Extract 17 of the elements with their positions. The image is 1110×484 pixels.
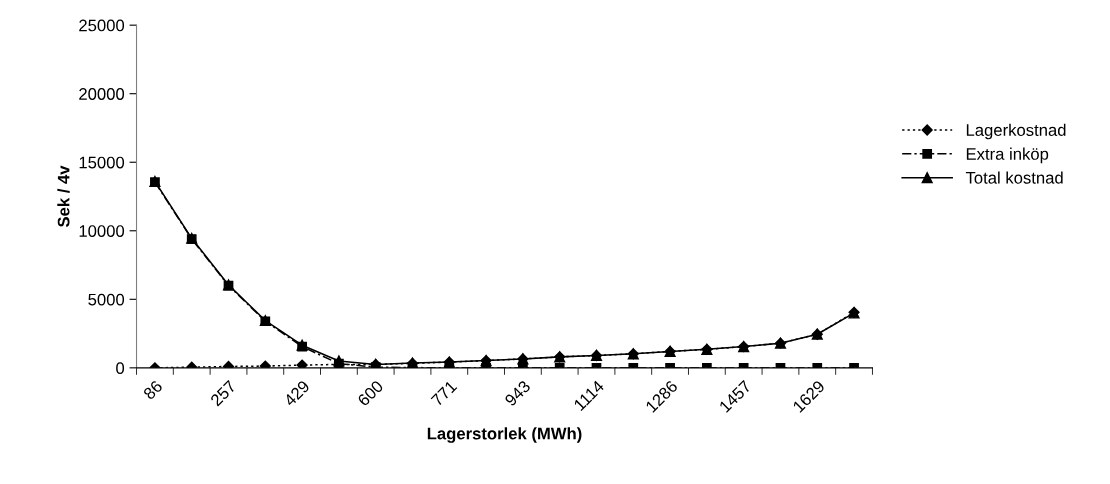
y-tick-label: 15000 bbox=[79, 156, 125, 169]
legend-label: Lagerkostnad bbox=[966, 123, 1066, 140]
x-tick-label: 257 bbox=[209, 379, 237, 407]
x-tick-label: 429 bbox=[283, 379, 311, 407]
y-tick-label: 5000 bbox=[88, 293, 125, 306]
y-axis-title: Sek / 4v bbox=[57, 165, 70, 228]
x-axis-title: Lagerstorlek (MWh) bbox=[427, 427, 582, 443]
x-tick-label: 943 bbox=[504, 379, 532, 407]
x-tick-label: 600 bbox=[356, 379, 384, 407]
y-tick-label: 20000 bbox=[79, 88, 125, 100]
y-tick-label: 25000 bbox=[79, 19, 125, 32]
x-tick-label: 771 bbox=[430, 379, 458, 407]
x-tick-label: 86 bbox=[142, 379, 164, 401]
legend-label: Total kostnad bbox=[965, 171, 1063, 184]
legend-label: Extra inköp bbox=[966, 147, 1049, 164]
y-tick-label: 10000 bbox=[79, 225, 125, 237]
y-tick-label: 0 bbox=[116, 362, 125, 375]
